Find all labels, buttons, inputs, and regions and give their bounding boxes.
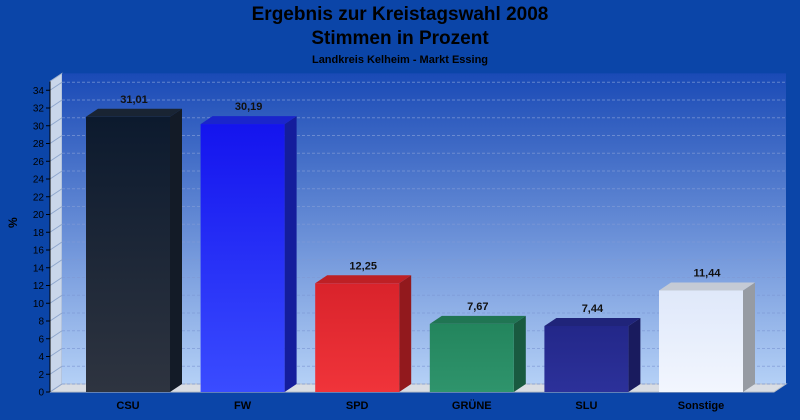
grid-line-wall [49,259,63,269]
bar-value-label: 30,19 [235,101,263,113]
bar-front [544,325,629,392]
grid-line-wall [49,170,63,180]
bar-top [200,116,297,125]
y-tick-label: 26 [33,157,45,168]
bar-fw [200,116,297,392]
y-tick-label: 8 [38,317,44,328]
grid-line-wall [49,365,63,375]
grid-line-wall [49,81,63,91]
y-tick-label: 18 [33,228,45,239]
y-tick-label: 12 [33,281,45,292]
y-tick-label: 0 [38,388,44,399]
y-tick-label: 16 [33,246,45,257]
bar-front [200,124,285,392]
grid-line-wall [49,135,63,144]
x-category-label: SLU [575,400,597,412]
bar-front [86,116,170,392]
grid-line-wall [49,294,63,304]
chart-title: Ergebnis zur Kreistagswahl 2008 [251,4,549,25]
x-category-label: SPD [346,400,369,412]
grid-line-wall [49,223,63,233]
grid-line-wall [49,99,63,109]
y-tick-label: 24 [33,175,45,186]
bar-grüne [429,315,526,392]
y-tick-label: 34 [33,86,45,97]
y-tick-label: 10 [33,299,45,310]
bar-front [315,283,400,392]
grid-line-wall [49,348,63,357]
bar-side [513,315,526,392]
bar-top [315,275,412,284]
bar-top [86,108,182,117]
bar-side [284,116,297,392]
y-tick-label: 30 [33,121,45,132]
grid-line-wall [49,312,63,322]
bar-side [170,108,182,392]
y-tick-label: 6 [38,334,44,345]
bar-value-label: 12,25 [349,260,377,272]
grid-line-wall [49,206,63,215]
x-category-label: CSU [116,400,139,412]
bar-front [659,290,743,392]
bar-side [399,275,412,392]
y-tick-label: 22 [33,192,45,203]
bar-value-label: 11,44 [694,267,722,279]
y-tick-label: 28 [33,139,45,150]
y-tick-label: 2 [38,370,44,381]
y-tick-label: 20 [33,210,45,221]
bar-sonstige [659,282,755,392]
grid-line-wall [49,188,63,198]
grid-line-wall [49,152,63,162]
grid-line-wall [49,277,63,286]
bar-value-label: 31,01 [120,94,148,106]
bar-top [429,315,526,324]
x-category-label: GRÜNE [452,399,492,412]
y-tick-label: 14 [33,263,45,274]
bar-front [429,323,514,392]
bar-spd [315,275,412,392]
bar-csu [86,108,182,392]
bar-value-label: 7,67 [467,301,488,313]
bar-side [628,317,641,392]
grid-line-wall [49,241,63,251]
x-category-label: FW [234,400,252,412]
chart-subtitle: Stimmen in Prozent [311,28,489,49]
bar-slu [544,317,641,392]
x-category-label: Sonstige [678,400,724,412]
grid-line-wall [49,330,63,340]
bar-side [743,282,755,392]
bar-top [659,282,755,291]
grid-line-wall [49,383,63,393]
grid-line-wall [49,117,63,127]
chart-caption: Landkreis Kelheim - Markt Essing [311,54,489,66]
y-tick-label: 32 [33,104,45,115]
bar-top [544,317,641,326]
y-tick-label: 4 [38,352,44,363]
bar-value-label: 7,44 [582,303,604,315]
